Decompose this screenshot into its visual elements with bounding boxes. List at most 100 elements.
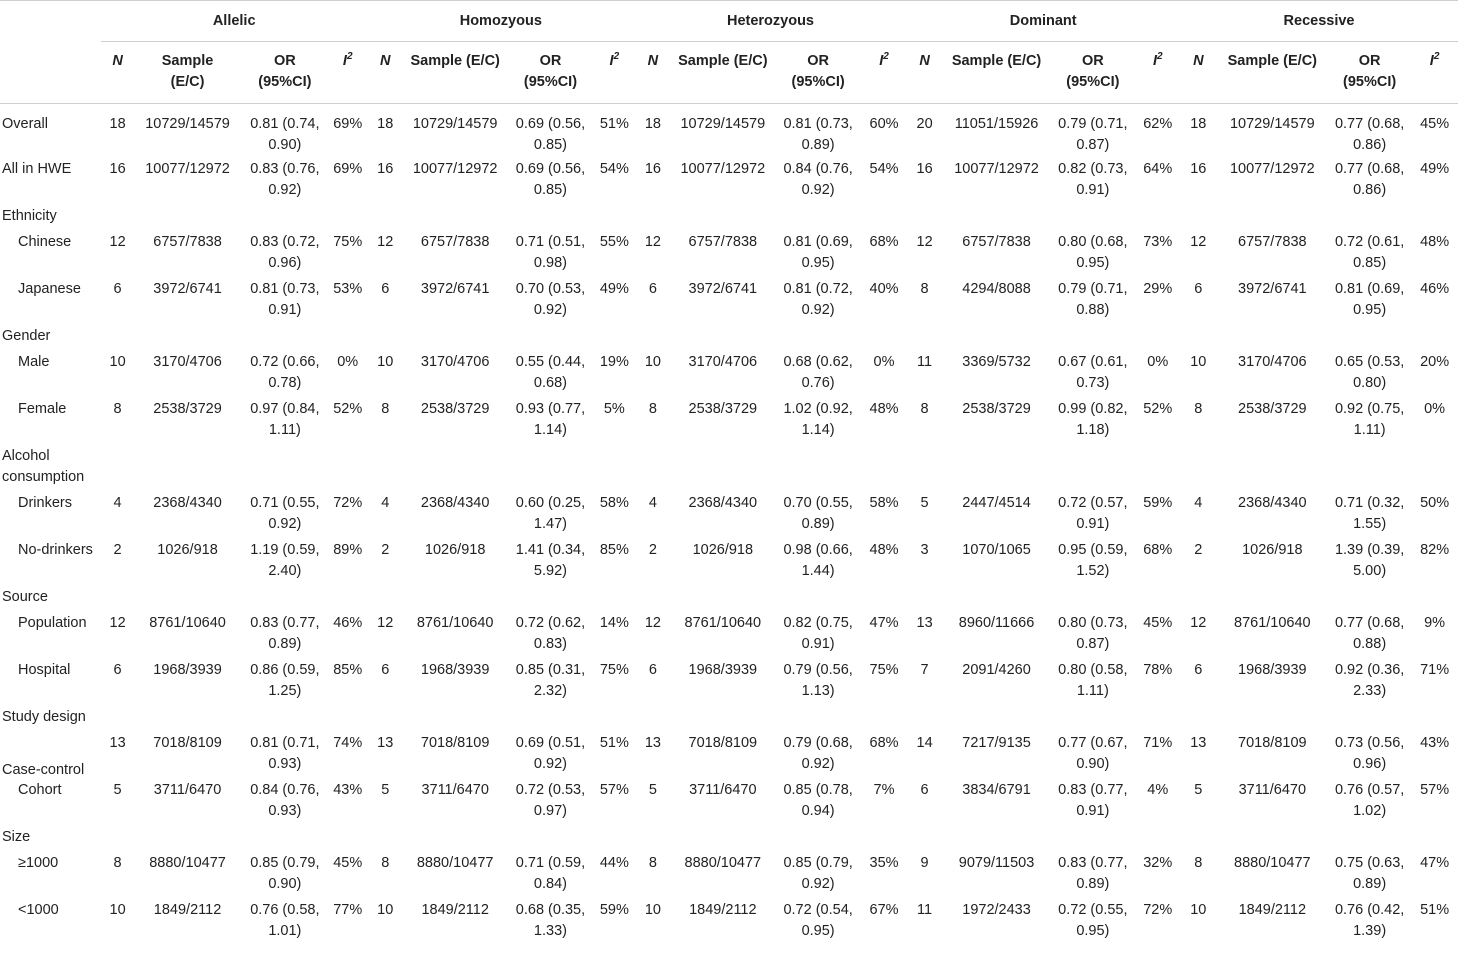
cell-i2: 44% <box>599 855 629 871</box>
cell-n: 12 <box>1190 615 1207 631</box>
cell-n: 10 <box>1190 354 1207 370</box>
cell-n: 6 <box>1194 662 1203 678</box>
cell-i2: 77% <box>333 902 363 918</box>
cell-or: 0.85 (0.79, 0.90) <box>250 855 320 892</box>
cell-sample: 1968/3939 <box>1238 662 1307 678</box>
cell-sample: 1849/2112 <box>421 902 489 918</box>
col-or-line1: OR <box>807 53 829 69</box>
row-label: All in HWE <box>2 161 72 177</box>
cell-n: 16 <box>644 161 661 177</box>
cell-sample: 8761/10640 <box>416 615 494 631</box>
cell-n: 18 <box>644 116 661 132</box>
cell-i2: 51% <box>1420 902 1450 918</box>
cell-or: 0.81 (0.73, 0.89) <box>783 116 853 153</box>
cell-or: 0.73 (0.56, 0.96) <box>1334 735 1405 772</box>
cell-or: 0.85 (0.78, 0.94) <box>783 782 853 819</box>
cell-i2: 60% <box>869 116 899 132</box>
row-label: Chinese <box>18 234 72 250</box>
cell-i2: 35% <box>869 855 899 871</box>
cell-n: 16 <box>916 161 933 177</box>
cell-n: 13 <box>377 735 394 751</box>
cell-i2: 75% <box>869 662 899 678</box>
cell-or: 0.79 (0.71, 0.88) <box>1058 281 1128 318</box>
cell-sample: 2368/4340 <box>420 495 490 511</box>
cell-i2: 55% <box>599 234 629 250</box>
cell-i2: 58% <box>599 495 629 511</box>
cell-or: 0.72 (0.53, 0.97) <box>515 782 586 819</box>
cell-i2: 58% <box>869 495 899 511</box>
cell-n: 12 <box>644 234 661 250</box>
cell-or: 0.70 (0.53, 0.92) <box>515 281 586 318</box>
cell-or: 0.76 (0.58, 1.01) <box>250 902 320 939</box>
cell-n: 18 <box>377 116 394 132</box>
cell-n: 7 <box>920 662 929 678</box>
row-label: Overall <box>2 116 48 132</box>
col-or-line2: (95%CI) <box>1343 74 1397 90</box>
cell-sample: 3711/6470 <box>153 782 222 798</box>
cell-i2: 0% <box>1424 401 1446 417</box>
cell-sample: 3834/6791 <box>962 782 1031 798</box>
cell-i2: 54% <box>599 161 629 177</box>
cell-i2: 69% <box>333 161 363 177</box>
cell-n: 2 <box>1194 542 1203 558</box>
cell-i2: 0% <box>1147 354 1169 370</box>
cell-i2: 19% <box>599 354 629 370</box>
cell-sample: 2538/3729 <box>1238 401 1307 417</box>
cell-or: 0.77 (0.68, 0.86) <box>1334 161 1405 198</box>
cell-or: 0.72 (0.57, 0.91) <box>1058 495 1128 532</box>
table-row: ≥1000 8 8880/10477 0.85 (0.79, 0.90) 45% 8 888… <box>0 850 1458 897</box>
col-or: OR (95%CI) <box>1050 41 1136 104</box>
cell-or: 0.55 (0.44, 0.68) <box>515 354 586 391</box>
cell-i2: 14% <box>599 615 629 631</box>
cell-n: 6 <box>381 281 390 297</box>
group-header-homozyous: Homozyous <box>366 0 635 42</box>
cell-or: 0.77 (0.68, 0.88) <box>1334 615 1405 652</box>
cell-n: 13 <box>916 615 933 631</box>
cell-i2: 20% <box>1420 354 1450 370</box>
cell-n: 12 <box>377 234 394 250</box>
cell-or: 0.60 (0.25, 1.47) <box>515 495 586 532</box>
cell-i2: 45% <box>1420 116 1450 132</box>
cell-i2: 68% <box>869 735 899 751</box>
cell-i2: 72% <box>333 495 363 511</box>
cell-or: 0.72 (0.55, 0.95) <box>1058 902 1128 939</box>
cell-or: 0.81 (0.69, 0.95) <box>783 234 853 271</box>
cell-n: 10 <box>377 354 394 370</box>
cell-sample: 4294/8088 <box>962 281 1031 297</box>
cell-n: 11 <box>917 354 933 370</box>
cell-i2: 32% <box>1143 855 1173 871</box>
cell-sample: 8761/10640 <box>149 615 226 631</box>
cell-i2: 43% <box>1420 735 1450 751</box>
cell-n: 8 <box>648 401 657 417</box>
cell-or: 0.82 (0.73, 0.91) <box>1058 161 1128 198</box>
table-row: Male 10 3170/4706 0.72 (0.66, 0.78) 0% 10 3170… <box>0 349 1458 396</box>
cell-or: 0.92 (0.36, 2.33) <box>1334 662 1405 699</box>
col-or-line2: (95%CI) <box>791 74 845 90</box>
cell-sample: 1026/918 <box>1242 542 1303 558</box>
cell-i2: 9% <box>1424 615 1446 631</box>
col-i2-sup: 2 <box>613 51 620 63</box>
table-row: Chinese 12 6757/7838 0.83 (0.72, 0.96) 75% 12… <box>0 229 1458 276</box>
cell-n: 4 <box>648 495 657 511</box>
col-or-line2: (95%CI) <box>258 74 312 90</box>
cell-i2: 48% <box>869 401 899 417</box>
row-label: Cohort <box>18 782 62 798</box>
cell-n: 8 <box>920 401 929 417</box>
cell-n: 6 <box>113 662 122 678</box>
cell-n: 6 <box>920 782 929 798</box>
cell-sample: 1026/918 <box>424 542 486 558</box>
cell-sample: 1968/3939 <box>688 662 758 678</box>
cell-sample: 8880/10477 <box>149 855 226 871</box>
cell-n: 12 <box>916 234 933 250</box>
cell-sample: 1849/2112 <box>1238 902 1307 918</box>
group-header-heterozyous: Heterozyous <box>634 0 907 42</box>
cell-or: 1.39 (0.39, 5.00) <box>1334 542 1405 579</box>
col-i2-sup: 2 <box>883 51 889 63</box>
cell-i2: 59% <box>1143 495 1173 511</box>
row-label: <1000 <box>18 902 59 918</box>
cell-sample: 3972/6741 <box>688 281 758 297</box>
col-i2: I2 <box>1411 41 1458 104</box>
table-row: Female 8 2538/3729 0.97 (0.84, 1.11) 52% 8 253… <box>0 396 1458 443</box>
cell-i2: 82% <box>1420 542 1450 558</box>
section-row: Size <box>0 824 1458 850</box>
